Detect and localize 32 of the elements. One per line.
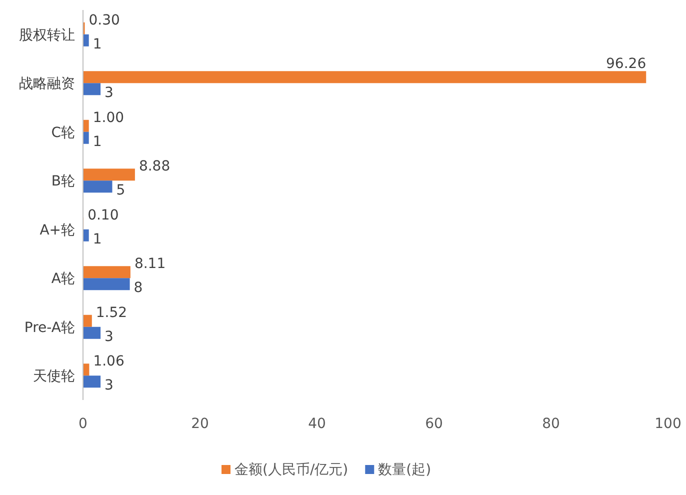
data-label: 5: [116, 182, 126, 199]
data-label: 0.10: [88, 207, 119, 224]
x-tick-label: 100: [654, 416, 682, 432]
y-tick-label: C轮: [51, 124, 75, 141]
y-tick-label: A轮: [51, 271, 75, 288]
legend-label: 金额(人民币/亿元): [234, 462, 348, 478]
legend-label: 数量(起): [378, 462, 432, 478]
data-label: 3: [104, 378, 114, 394]
data-label: 8: [134, 280, 143, 296]
x-tick-label: 80: [542, 416, 560, 432]
data-label: 8.11: [134, 256, 166, 272]
data-label: 1: [92, 231, 102, 248]
y-tick-label: Pre-A轮: [24, 320, 75, 336]
data-label: 1.52: [96, 304, 128, 321]
data-label: 1: [92, 36, 102, 52]
x-tick-label: 0: [78, 416, 88, 432]
y-tick-label: A+轮: [40, 222, 75, 238]
y-tick-label: 股权转让: [19, 27, 75, 44]
data-label: 0.30: [88, 12, 120, 28]
data-label: 8.88: [138, 158, 170, 175]
data-label: 1.00: [92, 110, 124, 126]
data-label: 1.06: [93, 354, 124, 370]
data-label: 3: [104, 85, 114, 102]
data-label: 3: [104, 328, 114, 345]
y-tick-label: 战略融资: [19, 76, 75, 92]
x-tick-label: 20: [191, 416, 209, 432]
x-tick-label: 40: [308, 416, 326, 432]
y-tick-label: 天使轮: [33, 368, 75, 385]
data-label: 96.26: [606, 56, 646, 72]
y-tick-label: B轮: [51, 174, 75, 190]
x-tick-label: 60: [425, 416, 443, 432]
data-label: 1: [92, 134, 102, 150]
